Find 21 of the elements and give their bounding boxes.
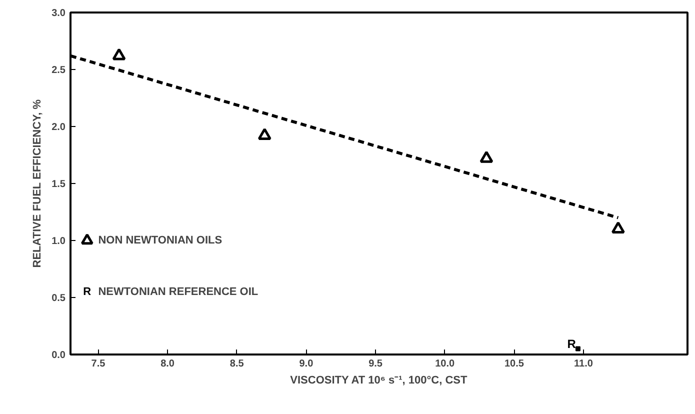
y-tick-label: 2.0 xyxy=(52,122,66,133)
x-tick-label: 7.5 xyxy=(91,358,106,370)
x-tick-label: 11.0 xyxy=(574,358,594,370)
x-axis-title: VISCOSITY AT 10⁶ s⁻¹, 100°C, CST xyxy=(290,374,468,386)
x-tick-label: 8.0 xyxy=(160,358,175,370)
x-tick-label: 8.5 xyxy=(230,358,244,370)
y-tick-label: 1.0 xyxy=(52,236,66,247)
y-tick-label: 1.5 xyxy=(52,179,66,190)
x-tick-label: 10.0 xyxy=(435,358,456,370)
legend-label: NEWTONIAN REFERENCE OIL xyxy=(98,286,258,298)
data-label: R xyxy=(567,336,576,351)
y-tick-label: 0.0 xyxy=(52,350,66,361)
x-tick-label: 9.0 xyxy=(299,358,314,370)
y-axis-title: RELATIVE FUEL EFFICIENCY, % xyxy=(32,99,44,268)
text: R xyxy=(83,286,92,298)
legend-label: NON NEWTONIAN OILS xyxy=(98,234,222,246)
y-tick-label: 0.5 xyxy=(52,293,66,304)
y-tick-label: 2.5 xyxy=(52,65,66,76)
x-tick-label: 10.5 xyxy=(504,358,524,370)
y-tick-label: 3.0 xyxy=(52,8,66,19)
x-tick-label: 9.5 xyxy=(368,358,383,370)
